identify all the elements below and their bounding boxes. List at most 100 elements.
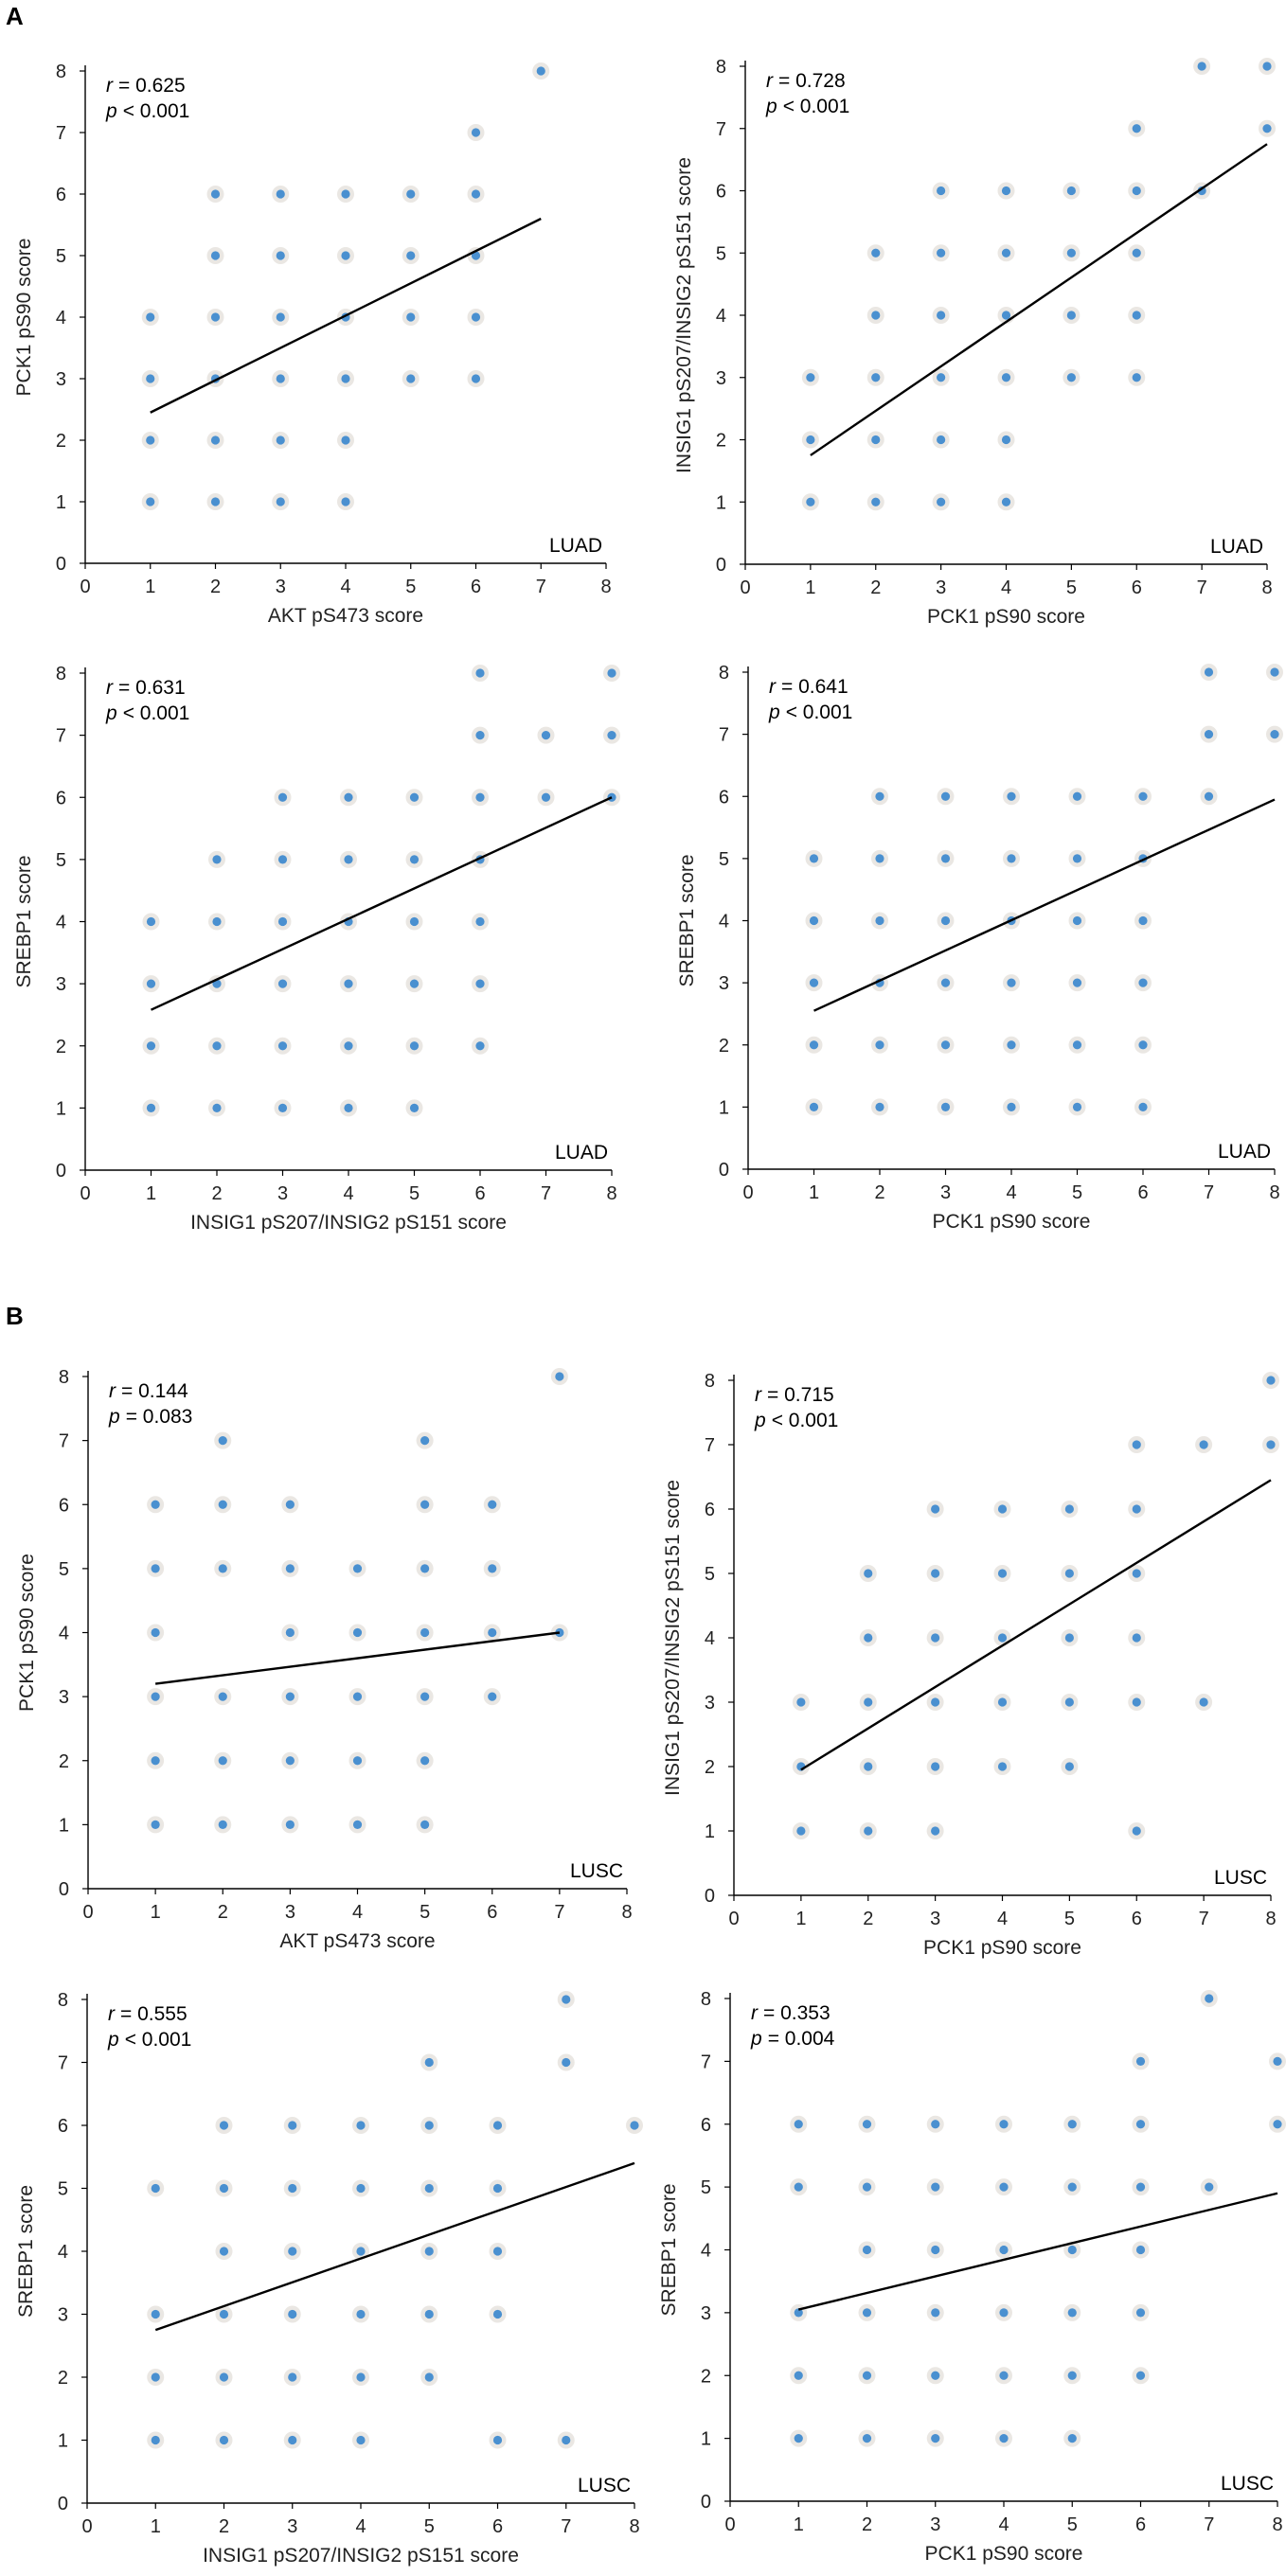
x-tick-label: 4 [998,2514,1009,2535]
y-tick-label: 4 [705,1628,715,1649]
data-point [871,435,881,445]
data-point [475,731,485,740]
data-point [931,1504,940,1514]
trend-line [810,143,1268,456]
data-point [285,1627,295,1638]
data-point [492,2183,503,2194]
data-point [151,1500,160,1509]
y-tick-label: 3 [705,1693,715,1714]
data-point [288,2247,297,2256]
data-point [352,1564,363,1573]
y-tick-label: 1 [716,492,726,513]
y-tick-label: 3 [58,2305,68,2326]
cohort-label: LUSC [1214,1867,1267,1889]
y-tick-label: 0 [719,1160,729,1181]
data-point [219,2309,229,2319]
data-point [940,915,951,926]
data-point [409,979,420,988]
y-tick-label: 4 [56,308,66,329]
p-statistic: p < 0.001 [105,100,189,122]
x-tick-label: 6 [474,1183,485,1204]
x-tick-label: 7 [554,1902,564,1923]
x-tick-label: 0 [742,1182,753,1203]
y-tick-label: 8 [59,1367,69,1388]
data-point [356,2121,366,2130]
r-value: = 0.625 [118,75,186,97]
y-tick-label: 5 [705,1564,715,1585]
data-point [409,1103,420,1112]
r-symbol: r [106,677,114,699]
y-tick-label: 7 [58,2053,68,2074]
data-point [151,1756,160,1766]
data-point [562,2057,571,2068]
x-tick-label: 6 [1137,1182,1148,1203]
data-point [212,855,222,864]
y-tick-label: 3 [719,973,729,994]
x-tick-label: 2 [218,1902,228,1923]
data-point [471,189,481,199]
data-point [218,1756,227,1766]
data-point [218,1820,227,1829]
data-point [420,1692,430,1701]
data-point [276,312,285,322]
x-tick-label: 8 [600,577,611,597]
cohort-label: LUSC [1221,2473,1274,2495]
data-point [1001,497,1011,506]
x-tick-label: 8 [629,2516,639,2537]
y-tick-label: 6 [716,182,726,203]
data-point [288,2121,297,2130]
data-point [151,2435,160,2445]
x-tick-label: 8 [606,1183,616,1204]
data-point [344,1103,353,1112]
p-symbol: p [108,1406,120,1428]
panel-label-b: B [6,1302,24,1330]
x-tick-label: 1 [809,1182,819,1203]
x-tick-label: 5 [1066,577,1077,598]
x-tick-label: 5 [405,577,416,597]
r-value: = 0.353 [763,2002,831,2024]
data-point [1204,730,1214,739]
y-tick-label: 8 [716,57,726,78]
y-tick-label: 1 [56,492,66,513]
y-axis-title: SREBP1 score [15,2185,37,2318]
y-tick-label: 0 [716,555,726,576]
data-point [1007,1040,1016,1050]
y-tick-label: 7 [56,726,66,747]
data-point [1132,124,1141,133]
data-point [344,979,353,988]
data-point [1064,1633,1074,1643]
p-statistic: p = 0.004 [750,2028,835,2050]
r-symbol: r [108,2003,116,2025]
data-point [607,731,616,740]
data-point [424,2372,434,2382]
data-point [409,1041,420,1051]
data-point [151,1820,160,1829]
data-point [409,792,420,802]
data-point [471,312,481,322]
p-symbol: p [754,1410,766,1431]
y-tick-label: 2 [719,1036,729,1057]
data-point [1197,186,1206,196]
data-point [1067,2371,1077,2380]
data-point [931,1697,940,1707]
data-point [931,1826,940,1836]
data-point [219,2121,229,2130]
y-tick-label: 8 [58,1990,68,2011]
data-point [212,1041,222,1051]
data-point [862,2434,872,2443]
data-point [344,1041,353,1051]
data-point [1266,1376,1276,1385]
x-tick-label: 8 [1261,577,1272,598]
x-tick-label: 2 [874,1182,884,1203]
trend-line [154,2161,635,2332]
data-point [931,1633,940,1643]
cohort-label: LUAD [549,535,602,557]
x-tick-label: 6 [487,1902,497,1923]
data-point [1066,248,1076,258]
data-point [864,1697,873,1707]
data-point [277,916,288,927]
x-tick-label: 0 [728,1909,739,1929]
y-tick-label: 2 [716,431,726,452]
data-point [997,1762,1008,1771]
